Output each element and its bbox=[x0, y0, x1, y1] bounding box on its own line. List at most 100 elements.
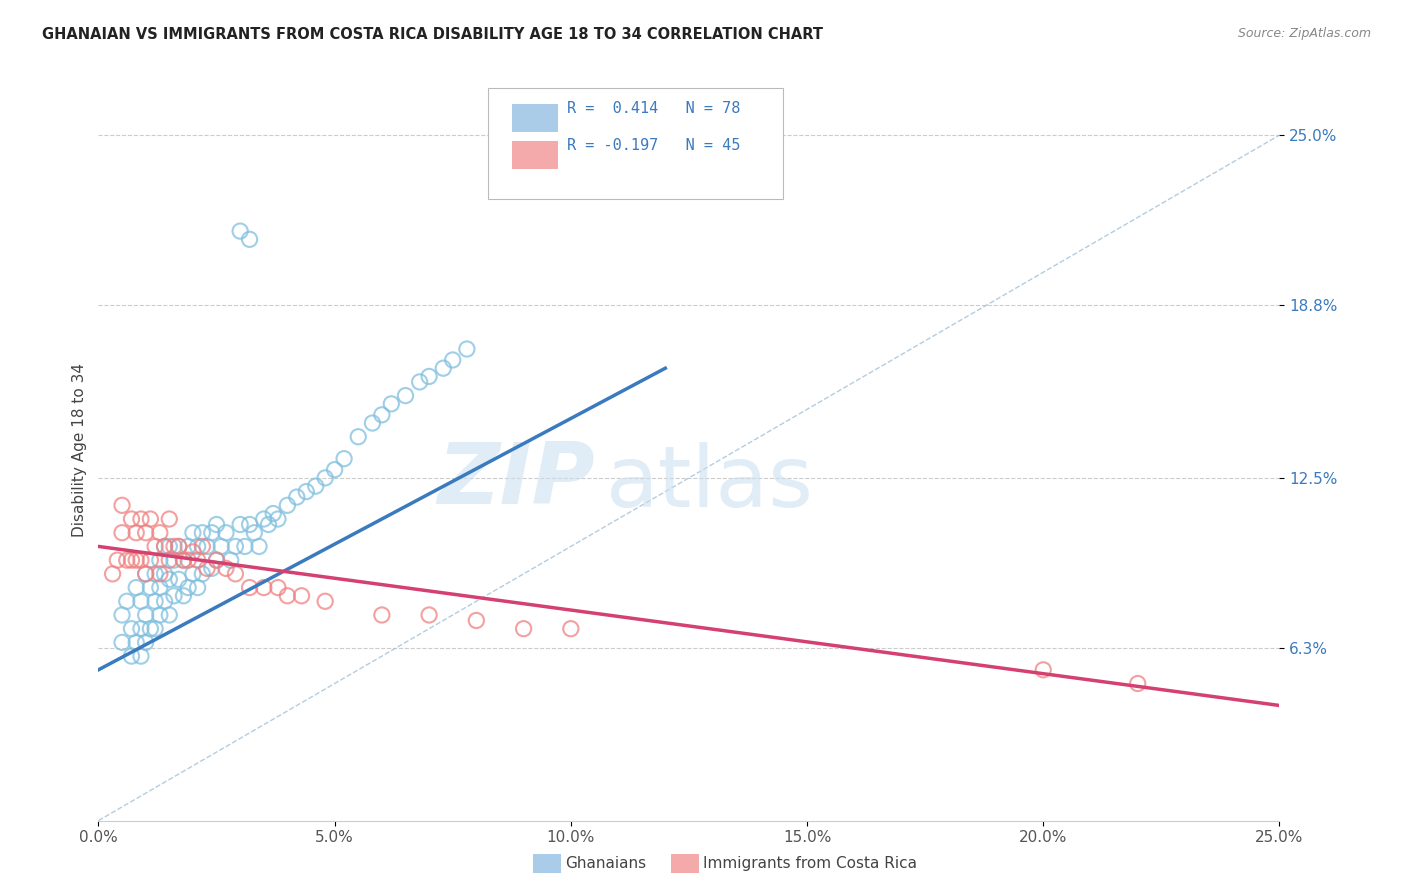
Point bbox=[129, 622, 152, 636]
Point bbox=[239, 517, 262, 532]
Point bbox=[262, 507, 284, 521]
Point bbox=[153, 594, 176, 608]
Point bbox=[111, 607, 134, 622]
Point bbox=[129, 594, 152, 608]
Text: ZIP: ZIP bbox=[437, 439, 595, 522]
Point bbox=[215, 525, 238, 540]
Point bbox=[149, 553, 172, 567]
Point bbox=[191, 540, 214, 554]
Point bbox=[139, 622, 162, 636]
Point bbox=[163, 589, 186, 603]
Point bbox=[418, 607, 440, 622]
Point bbox=[177, 581, 200, 595]
Point bbox=[290, 589, 312, 603]
Point bbox=[187, 581, 209, 595]
Point bbox=[253, 581, 276, 595]
Point bbox=[295, 484, 318, 499]
Text: atlas: atlas bbox=[606, 442, 814, 525]
Point bbox=[247, 540, 270, 554]
Point bbox=[187, 553, 209, 567]
Point bbox=[125, 525, 148, 540]
Point bbox=[432, 361, 454, 376]
FancyBboxPatch shape bbox=[488, 87, 783, 199]
Point bbox=[560, 622, 582, 636]
Point bbox=[143, 566, 166, 581]
Point bbox=[181, 566, 204, 581]
Point bbox=[157, 607, 180, 622]
Point bbox=[135, 566, 157, 581]
Point bbox=[1126, 676, 1149, 690]
Point bbox=[465, 614, 488, 628]
Point bbox=[172, 589, 194, 603]
Point bbox=[361, 416, 384, 430]
Point bbox=[233, 540, 256, 554]
Point bbox=[371, 607, 394, 622]
Point bbox=[121, 512, 143, 526]
Point bbox=[239, 581, 262, 595]
Point bbox=[205, 553, 228, 567]
Text: GHANAIAN VS IMMIGRANTS FROM COSTA RICA DISABILITY AGE 18 TO 34 CORRELATION CHART: GHANAIAN VS IMMIGRANTS FROM COSTA RICA D… bbox=[42, 27, 823, 42]
Point bbox=[157, 540, 180, 554]
Text: R = -0.197   N = 45: R = -0.197 N = 45 bbox=[567, 138, 741, 153]
Point bbox=[149, 607, 172, 622]
Point bbox=[201, 561, 224, 575]
Point bbox=[314, 594, 336, 608]
Point bbox=[187, 540, 209, 554]
Point bbox=[191, 566, 214, 581]
Point bbox=[201, 525, 224, 540]
FancyBboxPatch shape bbox=[512, 104, 558, 132]
Point bbox=[135, 566, 157, 581]
FancyBboxPatch shape bbox=[512, 141, 558, 169]
Point bbox=[205, 517, 228, 532]
Point bbox=[191, 525, 214, 540]
Point bbox=[121, 649, 143, 664]
Point bbox=[143, 622, 166, 636]
Point bbox=[135, 525, 157, 540]
Point bbox=[157, 512, 180, 526]
Point bbox=[219, 553, 242, 567]
Point bbox=[129, 649, 152, 664]
Y-axis label: Disability Age 18 to 34: Disability Age 18 to 34 bbox=[72, 363, 87, 538]
Point bbox=[167, 540, 190, 554]
Point bbox=[285, 490, 308, 504]
Text: Immigrants from Costa Rica: Immigrants from Costa Rica bbox=[703, 856, 917, 871]
Point bbox=[149, 581, 172, 595]
Point bbox=[418, 369, 440, 384]
Point bbox=[143, 594, 166, 608]
Point bbox=[153, 540, 176, 554]
Point bbox=[456, 342, 478, 356]
Point bbox=[181, 525, 204, 540]
Point bbox=[129, 553, 152, 567]
Point bbox=[305, 479, 328, 493]
Point bbox=[157, 572, 180, 586]
Point bbox=[149, 566, 172, 581]
Point bbox=[101, 566, 124, 581]
Point bbox=[177, 540, 200, 554]
Point bbox=[1032, 663, 1054, 677]
Point bbox=[205, 553, 228, 567]
Point bbox=[371, 408, 394, 422]
Point bbox=[195, 561, 218, 575]
Point bbox=[125, 635, 148, 649]
Point bbox=[115, 553, 138, 567]
Point bbox=[267, 512, 290, 526]
Point bbox=[257, 517, 280, 532]
Point bbox=[105, 553, 128, 567]
Point bbox=[239, 232, 262, 246]
Point bbox=[380, 397, 402, 411]
Point bbox=[224, 566, 246, 581]
Text: R =  0.414   N = 78: R = 0.414 N = 78 bbox=[567, 101, 741, 116]
Point bbox=[139, 553, 162, 567]
Point bbox=[125, 553, 148, 567]
Point bbox=[153, 566, 176, 581]
Text: Ghanaians: Ghanaians bbox=[565, 856, 647, 871]
Point bbox=[172, 553, 194, 567]
Point bbox=[177, 553, 200, 567]
Point bbox=[253, 512, 276, 526]
Point bbox=[129, 512, 152, 526]
Point bbox=[121, 622, 143, 636]
Point bbox=[125, 581, 148, 595]
Point bbox=[149, 525, 172, 540]
Point bbox=[167, 572, 190, 586]
Point bbox=[347, 430, 370, 444]
